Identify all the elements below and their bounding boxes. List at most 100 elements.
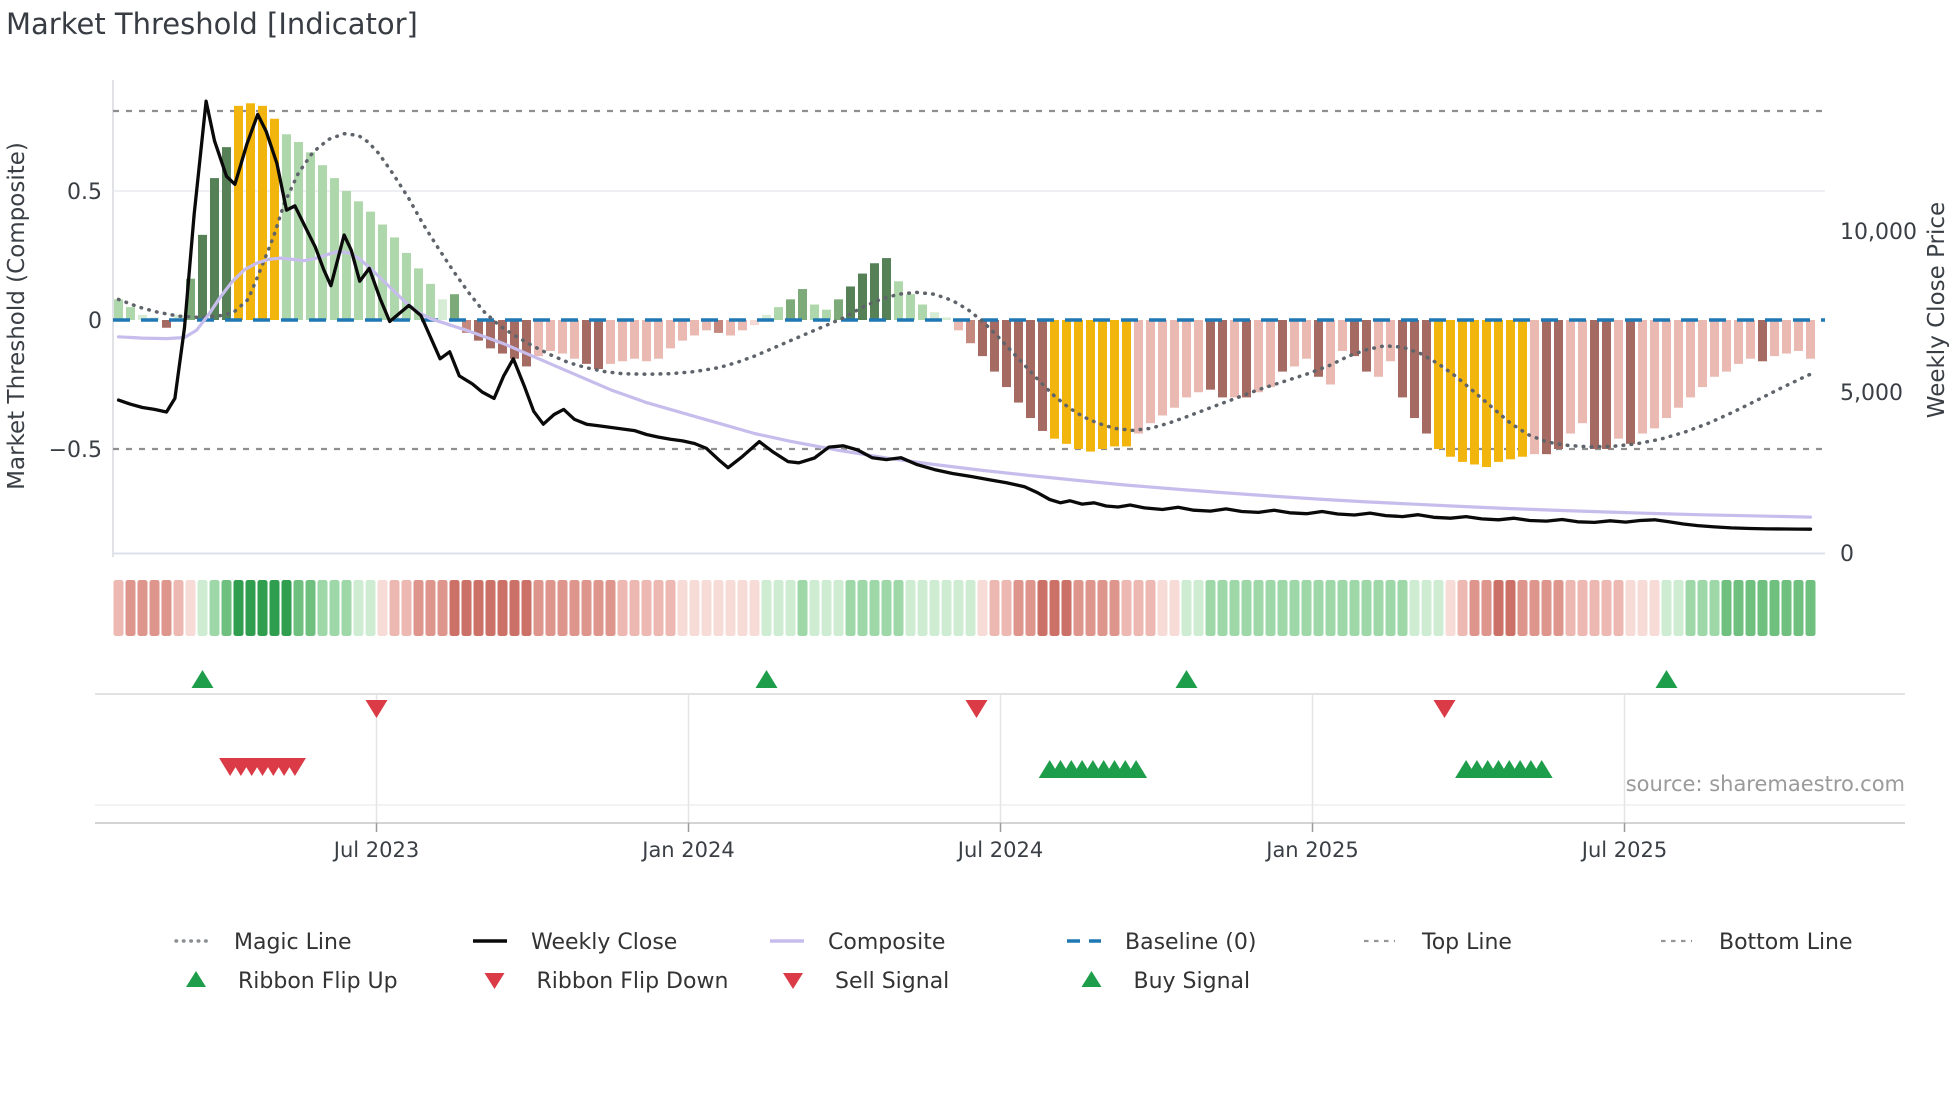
indicator-bar [378,224,387,320]
ribbon-cell [149,580,160,636]
x-tick-label: Jul 2024 [956,838,1043,862]
ribbon-cell [1421,580,1432,636]
left-axis-label: Market Threshold (Composite) [4,142,30,490]
legend-label: Buy Signal [1134,969,1251,994]
indicator-bar [234,105,243,320]
indicator-bar [654,320,663,359]
ribbon-cell [1469,580,1480,636]
ribbon-cell [917,580,928,636]
ribbon-cell [221,580,232,636]
indicator-bar [1662,320,1671,419]
indicator-bar [558,320,567,354]
indicator-bars [113,103,1825,468]
ribbon-cell [1385,580,1396,636]
ribbon-cell [881,580,892,636]
indicator-bar [762,314,771,320]
ribbon-cell [1433,580,1444,636]
indicator-bar [1146,320,1155,424]
indicator-bar [486,320,495,349]
indicator-bar [534,320,543,357]
indicator-bar [1182,320,1191,398]
indicator-bar [906,294,915,320]
ribbon-cell [1457,580,1468,636]
indicator-bar [450,294,459,320]
indicator-bar [282,134,291,320]
indicator-bar [1506,320,1515,460]
indicator-bar [1638,320,1647,434]
ribbon-cell [1505,580,1516,636]
ribbon-cell [1397,580,1408,636]
indicator-bar [990,320,999,372]
indicator-bar [426,283,435,320]
ribbon-cell [1661,580,1672,636]
right-axis-ticks: 10,000 5,000 0 [1840,220,1917,567]
ribbon-cell [1301,580,1312,636]
indicator-bar [1386,320,1395,362]
indicator-bar [738,320,747,331]
page-title: Market Threshold [Indicator] [6,7,418,41]
buy-signal-marker [1125,760,1148,778]
indicator-bar [1710,320,1719,377]
ribbon-cell [317,580,328,636]
ribbon-cell [401,580,412,636]
ribbon-cell [473,580,484,636]
ribbon-cell [857,580,868,636]
indicator-bar [1686,320,1695,398]
indicator-bar [414,268,423,320]
ribbon-cell [1697,580,1708,636]
indicator-bar [1134,320,1143,434]
ribbon-cell [1193,580,1204,636]
ribbon-cell [869,580,880,636]
triangle-down-icon [783,973,803,989]
ribbon-cell [1685,580,1696,636]
indicator-bar [750,320,759,326]
x-axis: Jul 2023 Jan 2024 Jul 2024 Jan 2025 Jul 2025 [95,822,1905,862]
indicator-bar [1374,320,1383,377]
ribbon-cell [1673,580,1684,636]
ribbon-cell [437,580,448,636]
indicator-bar [1254,320,1263,393]
ribbon-cell [1097,580,1108,636]
ribbon-flip-up-marker [755,670,778,688]
ribbon-cell [797,580,808,636]
ribbon-cell [521,580,532,636]
ribbon-cell [1241,580,1252,636]
ribbon-cell [701,580,712,636]
ribbon-cell [1589,580,1600,636]
ribbon-cell [953,580,964,636]
ribbon-cell [1061,580,1072,636]
right-tick-label: 10,000 [1840,220,1917,245]
ribbon-cell [1637,580,1648,636]
ribbon-cell [533,580,544,636]
indicator-bar [978,320,987,357]
ribbon-cell [353,580,364,636]
indicator-bar [1674,320,1683,408]
ribbon-cell [821,580,832,636]
ribbon-cell [1073,580,1084,636]
indicator-bar [474,320,483,341]
indicator-bar [1518,320,1527,457]
ribbon-cell [329,580,340,636]
indicator-bar [786,299,795,320]
ribbon-cell [1745,580,1756,636]
indicator-bar [1278,320,1287,372]
legend-label: Weekly Close [531,930,677,955]
ribbon-strip [113,580,1816,636]
buy-signal-marker [1530,760,1553,778]
triangle-up-icon [1081,971,1102,987]
indicator-bar [1734,320,1743,364]
triangle-down-icon [484,973,505,989]
indicator-bar [966,320,975,344]
legend-label: Magic Line [234,930,351,955]
indicator-bar [1170,320,1179,408]
indicator-bar [222,147,231,320]
ribbon-cell [497,580,508,636]
ribbon-cell [173,580,184,636]
ribbon-cell [1373,580,1384,636]
indicator-bar [186,278,195,320]
signal-markers [95,670,1905,823]
indicator-bar [258,105,267,320]
indicator-bar [1578,320,1587,424]
